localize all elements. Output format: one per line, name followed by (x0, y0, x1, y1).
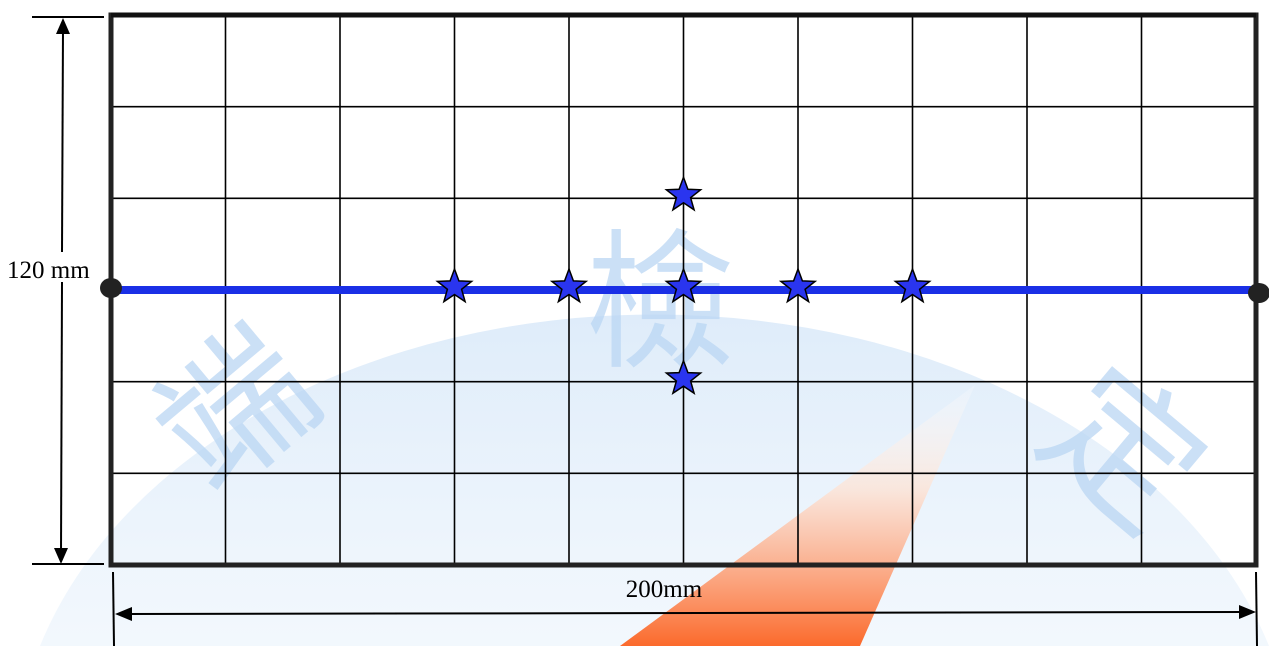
width-arrow-left (115, 607, 132, 621)
watermark-char-2: 檢 (585, 217, 735, 391)
width-ext-right (1255, 571, 1258, 646)
height-arrow-top (56, 18, 70, 34)
height-dimension-line-upper (61, 27, 64, 253)
star-marker (664, 358, 703, 395)
height-dimension: 120 mm (7, 16, 104, 565)
height-dimension-line-lower (60, 281, 63, 555)
star-marker (549, 266, 589, 304)
width-dimension-line (124, 611, 1248, 615)
star-marker (435, 266, 474, 304)
star-marker (664, 266, 703, 304)
height-label: 120 mm (7, 257, 90, 284)
width-arrow-right (1239, 605, 1256, 619)
width-label: 200mm (626, 576, 703, 603)
stars (435, 175, 932, 395)
left-endpoint (100, 278, 122, 298)
star-marker (664, 175, 703, 212)
star-marker (778, 266, 818, 304)
width-ext-left (112, 571, 115, 646)
width-dimension: 200mm (112, 571, 1258, 646)
right-endpoint (1248, 283, 1269, 303)
star-marker (893, 266, 932, 304)
height-arrow-bottom (54, 548, 68, 564)
